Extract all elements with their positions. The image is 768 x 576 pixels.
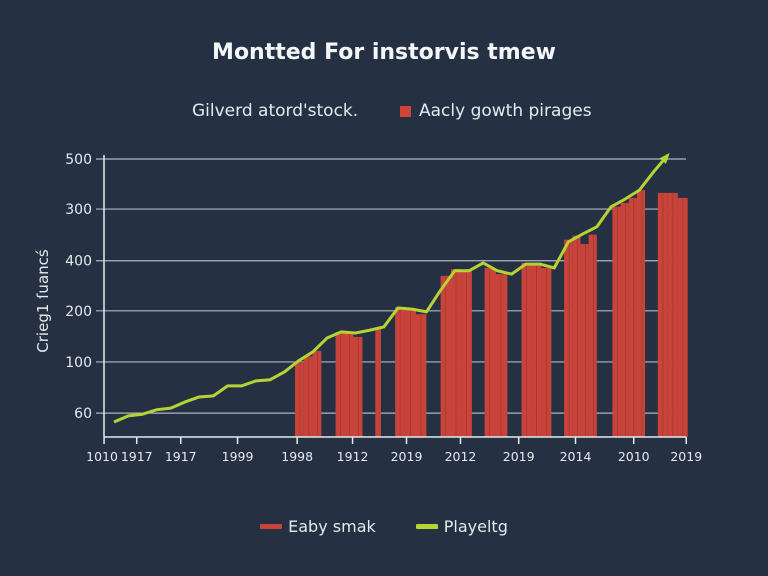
x-tick-label: 2019 <box>670 449 702 464</box>
legend-item-bars: Eaby smak <box>260 517 376 536</box>
y-tick-label: 500 <box>65 152 92 168</box>
bar <box>353 336 363 437</box>
x-tick-label: 2019 <box>391 449 423 464</box>
bar <box>344 331 354 437</box>
top-legend-label: Aacly gowth pirages <box>419 101 592 121</box>
y-tick-label: 400 <box>65 254 92 270</box>
bar <box>312 350 322 437</box>
x-tick-label: 2014 <box>560 449 592 464</box>
x-tick-label: 1917 <box>121 449 153 464</box>
bottom-legend: Eaby smak Playeltg <box>0 517 768 536</box>
x-tick-label: 2012 <box>445 449 477 464</box>
y-tick-label: 100 <box>65 355 92 371</box>
bar <box>636 190 646 437</box>
bar <box>564 239 573 437</box>
x-tick-label: 2010 <box>618 449 650 464</box>
bar <box>303 356 313 437</box>
x-tick-label: 1917 <box>165 449 197 464</box>
x-tick-label: 1998 <box>281 449 313 464</box>
x-tick-label: 2019 <box>503 449 535 464</box>
legend-swatch-square <box>400 105 411 117</box>
bar <box>620 202 629 437</box>
bar <box>495 274 508 437</box>
bar <box>335 331 345 437</box>
bar <box>580 244 589 437</box>
x-tick-label: 1999 <box>222 449 254 464</box>
arrow-head-icon <box>659 152 670 164</box>
top-legend: Aacly gowth pirages <box>400 101 592 121</box>
legend-item-line: Playeltg <box>415 517 508 536</box>
x-tick-label: 1912 <box>337 449 369 464</box>
legend-label-bars: Eaby smak <box>288 517 376 536</box>
x-tick-label: 1010 <box>86 449 118 464</box>
line-series <box>113 154 669 424</box>
bar <box>572 235 581 437</box>
y-tick-label: 200 <box>65 304 92 320</box>
legend-swatch-bars <box>260 524 283 529</box>
bar <box>612 206 621 437</box>
chart-title: Montted For instorvis tmew <box>212 40 556 65</box>
bar <box>295 361 304 437</box>
y-tick-label: 300 <box>65 202 92 218</box>
bar <box>375 328 381 437</box>
legend-label-line: Playeltg <box>443 517 508 536</box>
bar <box>628 197 637 437</box>
y-tick-label: 60 <box>74 406 92 422</box>
chart-subtitle: Gilverd atord'stock. <box>192 101 359 121</box>
bar <box>588 234 597 437</box>
legend-swatch-line <box>415 524 438 529</box>
bar <box>484 267 496 437</box>
